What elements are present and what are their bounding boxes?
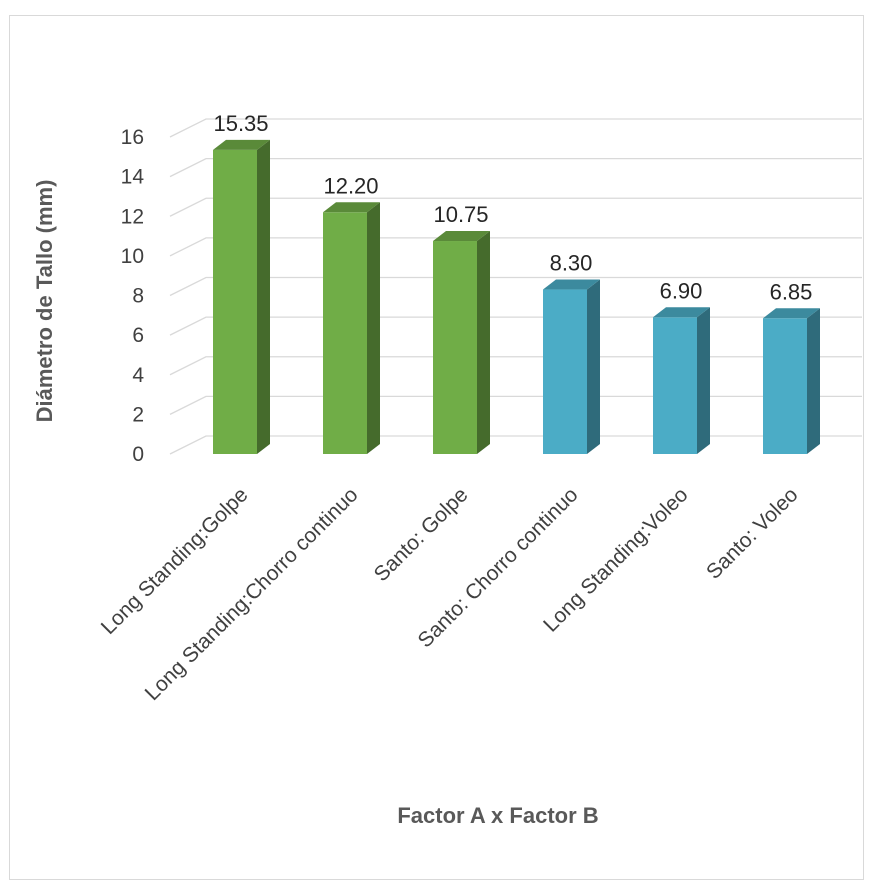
bar-front	[543, 289, 587, 454]
data-labels: 15.35 12.20 10.75 8.30 6.90 6.85	[213, 111, 812, 304]
bar-top	[323, 202, 380, 213]
y-tick-label: 6	[132, 324, 144, 347]
bar-side	[807, 308, 820, 454]
category-label: Santo: Voleo	[702, 483, 802, 583]
bar	[433, 231, 490, 454]
y-axis-ticks: 0 2 4 6 8 10 12 14 16	[121, 126, 145, 466]
gridline	[169, 435, 862, 455]
bar-top	[653, 307, 710, 318]
y-tick-label: 2	[132, 403, 144, 426]
y-tick-label: 12	[121, 205, 144, 228]
bar-front	[323, 212, 367, 454]
bar	[653, 307, 710, 454]
gridline	[169, 356, 862, 376]
data-label: 10.75	[433, 202, 488, 227]
bar-front	[213, 149, 257, 455]
y-tick-label: 10	[121, 245, 144, 268]
y-tick-label: 4	[132, 364, 144, 387]
gridlines	[169, 118, 862, 455]
gridline	[169, 157, 862, 178]
bar-top	[433, 231, 490, 242]
bar-side	[477, 231, 490, 454]
data-label: 8.30	[550, 251, 593, 276]
data-label: 12.20	[323, 173, 378, 198]
bar-top	[543, 279, 600, 290]
bar-side	[257, 139, 270, 455]
bar	[543, 279, 600, 454]
y-tick-label: 16	[121, 126, 144, 149]
bar-side	[367, 202, 380, 454]
y-tick-label: 8	[132, 285, 144, 308]
bar-top	[213, 139, 270, 150]
bar-side	[697, 307, 710, 454]
bar	[213, 139, 270, 455]
bars	[213, 139, 820, 455]
y-tick-label: 0	[132, 443, 144, 466]
x-axis-title: Factor A x Factor B	[397, 803, 598, 828]
data-label: 6.90	[660, 278, 703, 303]
gridline	[169, 276, 862, 297]
y-axis-title: Diámetro de Tallo (mm)	[32, 180, 57, 423]
bar	[323, 202, 380, 454]
gridline	[169, 118, 862, 138]
gridline	[169, 197, 862, 217]
bar-side	[587, 279, 600, 454]
bar-front	[433, 241, 477, 454]
bar-front	[763, 318, 807, 454]
bar-front	[653, 317, 697, 454]
gridline	[169, 316, 862, 336]
bar	[763, 308, 820, 454]
data-label: 15.35	[213, 111, 268, 136]
y-tick-label: 14	[121, 166, 145, 189]
gridline	[169, 237, 862, 257]
category-label: Long Standing:Chorro continuo	[141, 483, 363, 705]
gridline	[169, 395, 862, 415]
bar-top	[763, 308, 820, 319]
data-label: 6.85	[770, 279, 813, 304]
category-label: Santo: Golpe	[370, 483, 473, 586]
